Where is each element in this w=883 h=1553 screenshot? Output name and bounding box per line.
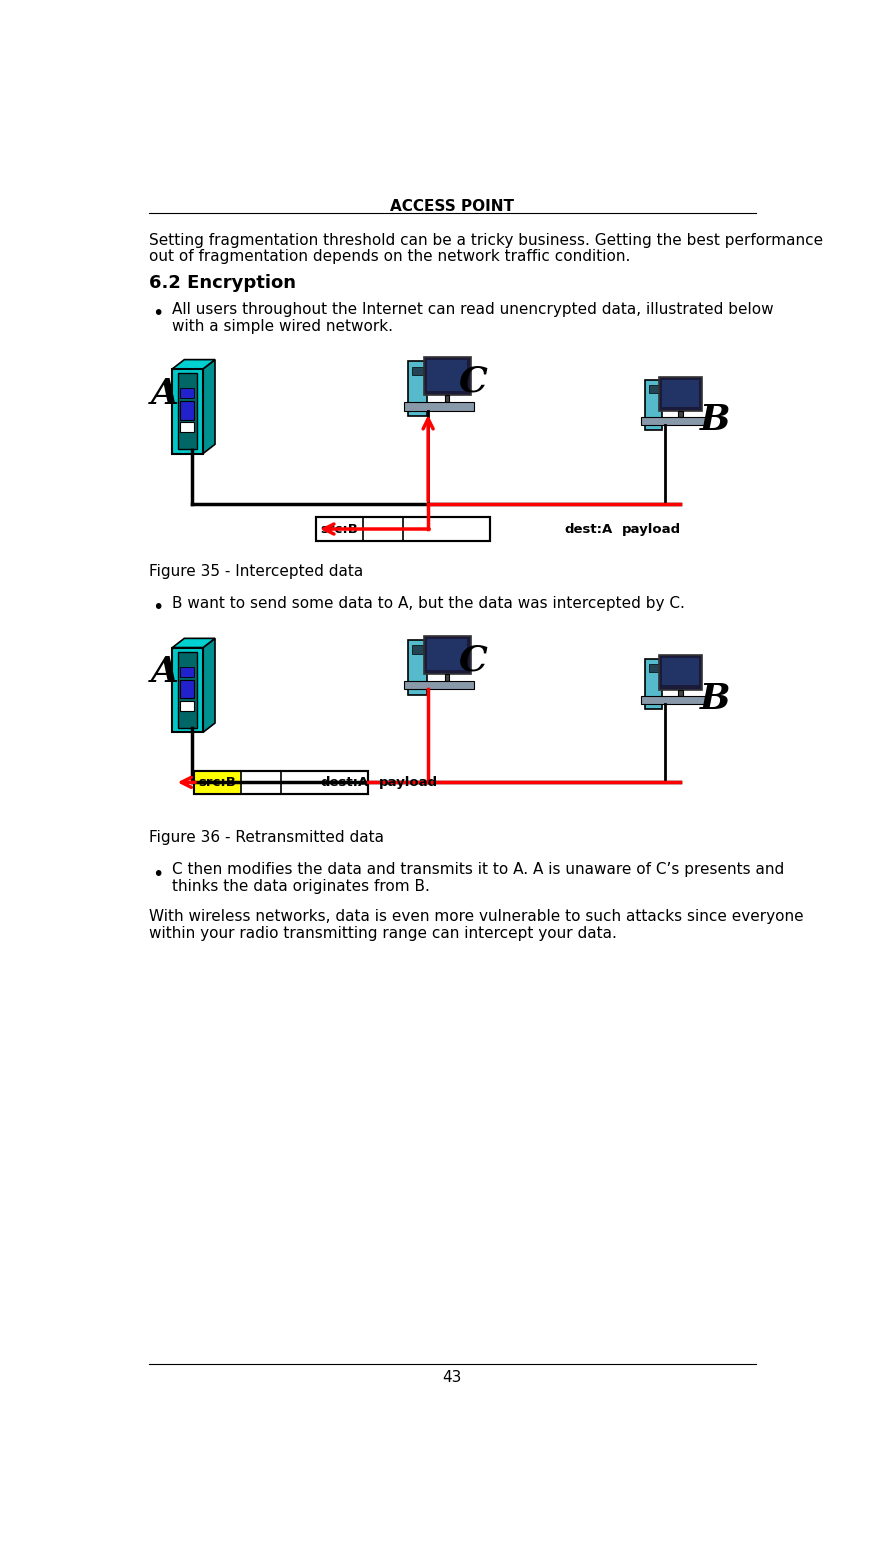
Text: Figure 35 - Intercepted data: Figure 35 - Intercepted data [149,564,364,579]
Bar [426,360,467,391]
Bar [172,648,203,733]
Bar [426,640,467,669]
Bar [180,401,194,419]
Bar [659,655,702,690]
Text: thinks the data originates from B.: thinks the data originates from B. [172,879,430,895]
Text: dest:A: dest:A [564,522,613,536]
Bar [641,418,705,426]
Text: B: B [699,682,730,716]
Bar [316,517,490,540]
Text: •: • [152,865,163,884]
Text: B want to send some data to A, but the data was intercepted by C.: B want to send some data to A, but the d… [172,596,685,610]
Polygon shape [203,638,215,733]
Text: •: • [152,598,163,617]
Bar [408,640,426,694]
Text: With wireless networks, data is even more vulnerable to such attacks since every: With wireless networks, data is even mor… [149,909,804,924]
Text: C then modifies the data and transmits it to A. A is unaware of C’s presents and: C then modifies the data and transmits i… [172,862,785,877]
Bar [678,412,683,418]
Text: •: • [152,304,163,323]
Text: src:B: src:B [321,522,358,536]
Text: with a simple wired network.: with a simple wired network. [172,318,393,334]
Bar [404,402,473,410]
Text: src:B: src:B [199,776,237,789]
Text: A: A [151,655,178,690]
Bar [445,396,449,402]
Text: A: A [151,376,178,410]
Bar [424,357,471,396]
Bar [659,376,702,412]
Bar [645,658,662,710]
Text: ACCESS POINT: ACCESS POINT [390,199,514,214]
Bar [411,646,423,654]
Bar [662,379,698,407]
Bar [424,637,471,674]
Bar [404,680,473,690]
Text: payload: payload [379,776,438,789]
Text: Figure 36 - Retransmitted data: Figure 36 - Retransmitted data [149,831,384,845]
Bar [180,422,194,432]
Text: C: C [459,365,488,399]
Text: dest:A: dest:A [321,776,369,789]
Bar [648,665,659,671]
Bar [445,674,449,680]
Bar [648,385,659,393]
Bar [180,700,194,711]
Bar [678,690,683,696]
Bar [641,696,705,704]
Bar [194,770,368,794]
Text: C: C [459,644,488,677]
Text: 6.2 Encryption: 6.2 Encryption [149,275,296,292]
Polygon shape [203,360,215,453]
Bar [662,658,698,685]
Text: out of fragmentation depends on the network traffic condition.: out of fragmentation depends on the netw… [149,250,630,264]
Bar [180,680,194,699]
Bar [177,652,197,728]
Text: within your radio transmitting range can intercept your data.: within your radio transmitting range can… [149,926,617,941]
Polygon shape [172,638,215,648]
Bar [411,367,423,374]
Bar [316,517,490,540]
Text: 43: 43 [442,1370,462,1385]
Bar [194,770,241,794]
Bar [180,388,194,398]
Bar [180,666,194,677]
Text: Setting fragmentation threshold can be a tricky business. Getting the best perfo: Setting fragmentation threshold can be a… [149,233,823,247]
Bar [408,362,426,416]
Bar [194,770,368,794]
Text: All users throughout the Internet can read unencrypted data, illustrated below: All users throughout the Internet can re… [172,301,774,317]
Text: payload: payload [623,522,682,536]
Polygon shape [172,360,215,370]
Bar [177,373,197,449]
Text: B: B [699,404,730,438]
Bar [172,370,203,453]
Bar [645,380,662,430]
